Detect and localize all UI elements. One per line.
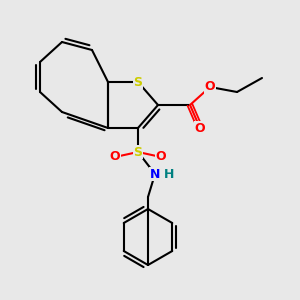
Text: S: S — [134, 146, 142, 158]
Text: O: O — [110, 151, 120, 164]
Text: O: O — [195, 122, 205, 134]
Text: S: S — [134, 76, 142, 88]
Text: O: O — [156, 151, 166, 164]
Text: N: N — [150, 167, 160, 181]
Text: H: H — [164, 167, 174, 181]
Text: O: O — [205, 80, 215, 94]
